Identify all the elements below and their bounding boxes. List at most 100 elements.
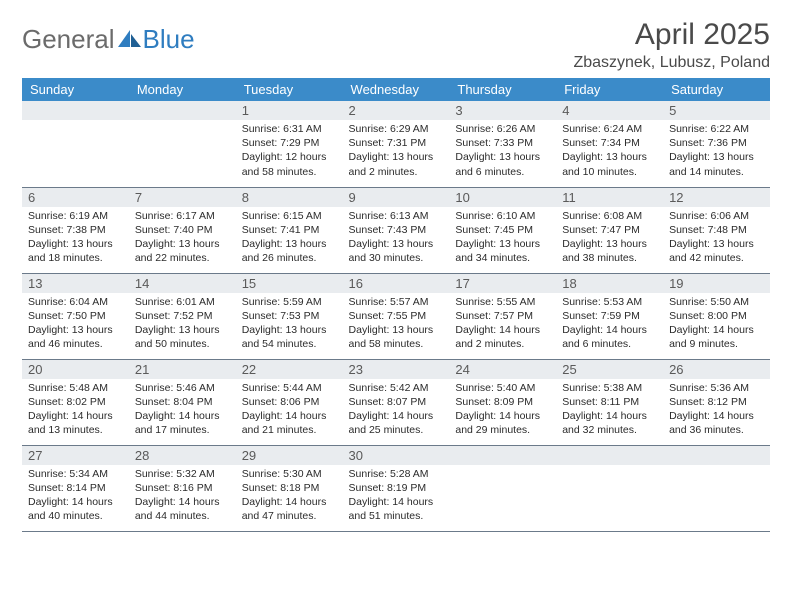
day-info-line: Sunset: 8:18 PM xyxy=(242,481,337,495)
day-info-line: Sunset: 7:43 PM xyxy=(349,223,444,237)
day-info: Sunrise: 5:34 AMSunset: 8:14 PMDaylight:… xyxy=(22,465,129,528)
day-info-line: Sunrise: 6:24 AM xyxy=(562,122,657,136)
calendar-cell: 23 Sunrise: 5:42 AMSunset: 8:07 PMDayligh… xyxy=(343,359,450,445)
day-number: 21 xyxy=(129,360,236,379)
calendar-cell: 30Sunrise: 5:28 AMSunset: 8:19 PMDayligh… xyxy=(343,445,450,531)
day-info: Sunrise: 5:30 AMSunset: 8:18 PMDaylight:… xyxy=(236,465,343,528)
day-info xyxy=(449,465,556,515)
day-number: 30 xyxy=(343,446,450,465)
day-info-line: Daylight: 14 hours xyxy=(135,409,230,423)
day-info-line: Daylight: 13 hours xyxy=(242,237,337,251)
calendar-page: General Blue April 2025 Zbaszynek, Lubus… xyxy=(0,0,792,532)
brand-part2: Blue xyxy=(143,24,195,55)
day-info: Sunrise: 5:53 AMSunset: 7:59 PMDaylight:… xyxy=(556,293,663,356)
day-info-line: Daylight: 13 hours xyxy=(135,237,230,251)
day-info-line: Sunrise: 6:13 AM xyxy=(349,209,444,223)
day-info xyxy=(663,465,770,515)
day-info-line: Sunrise: 6:31 AM xyxy=(242,122,337,136)
calendar-cell: 19Sunrise: 5:50 AMSunset: 8:00 PMDayligh… xyxy=(663,273,770,359)
day-info-line: and 9 minutes. xyxy=(669,337,764,351)
calendar-cell: 21Sunrise: 5:46 AMSunset: 8:04 PMDayligh… xyxy=(129,359,236,445)
day-info-line: Sunrise: 5:42 AM xyxy=(349,381,444,395)
day-number xyxy=(449,446,556,465)
day-info: Sunrise: 5:46 AMSunset: 8:04 PMDaylight:… xyxy=(129,379,236,442)
day-info-line: Sunset: 7:36 PM xyxy=(669,136,764,150)
day-info-line: Daylight: 14 hours xyxy=(455,409,550,423)
day-number: 27 xyxy=(22,446,129,465)
day-info-line: and 10 minutes. xyxy=(562,165,657,179)
day-info-line: Sunset: 7:52 PM xyxy=(135,309,230,323)
calendar-cell: 1Sunrise: 6:31 AMSunset: 7:29 PMDaylight… xyxy=(236,101,343,187)
header: General Blue April 2025 Zbaszynek, Lubus… xyxy=(22,18,770,72)
day-info xyxy=(556,465,663,515)
title-block: April 2025 Zbaszynek, Lubusz, Poland xyxy=(573,18,770,72)
day-info-line: Sunset: 8:00 PM xyxy=(669,309,764,323)
day-info-line: Sunset: 7:34 PM xyxy=(562,136,657,150)
day-info-line: Sunset: 7:45 PM xyxy=(455,223,550,237)
day-info-line: and 46 minutes. xyxy=(28,337,123,351)
day-info-line: and 17 minutes. xyxy=(135,423,230,437)
day-number xyxy=(663,446,770,465)
day-info xyxy=(129,120,236,170)
day-info-line: Sunset: 8:07 PM xyxy=(349,395,444,409)
calendar-cell: 20Sunrise: 5:48 AMSunset: 8:02 PMDayligh… xyxy=(22,359,129,445)
day-info-line: Sunrise: 5:59 AM xyxy=(242,295,337,309)
day-info-line: Sunrise: 5:46 AM xyxy=(135,381,230,395)
day-info-line: Daylight: 14 hours xyxy=(349,409,444,423)
day-info-line: Sunrise: 6:15 AM xyxy=(242,209,337,223)
day-info: Sunrise: 6:08 AMSunset: 7:47 PMDaylight:… xyxy=(556,207,663,270)
day-info: Sunrise: 6:31 AMSunset: 7:29 PMDaylight:… xyxy=(236,120,343,183)
day-info-line: Sunset: 7:33 PM xyxy=(455,136,550,150)
day-info xyxy=(22,120,129,170)
day-info-line: and 54 minutes. xyxy=(242,337,337,351)
day-info-line: Sunrise: 5:34 AM xyxy=(28,467,123,481)
day-number: 15 xyxy=(236,274,343,293)
day-info-line: Sunrise: 5:57 AM xyxy=(349,295,444,309)
day-number: 9 xyxy=(343,188,450,207)
day-number: 23 xyxy=(343,360,450,379)
day-info-line: Sunrise: 5:38 AM xyxy=(562,381,657,395)
day-info-line: Daylight: 14 hours xyxy=(349,495,444,509)
day-info-line: Daylight: 13 hours xyxy=(669,150,764,164)
day-info-line: Sunrise: 6:08 AM xyxy=(562,209,657,223)
calendar-table: Sunday Monday Tuesday Wednesday Thursday… xyxy=(22,78,770,532)
day-number: 11 xyxy=(556,188,663,207)
day-info-line: Daylight: 14 hours xyxy=(28,495,123,509)
day-number: 6 xyxy=(22,188,129,207)
day-info-line: Sunrise: 6:19 AM xyxy=(28,209,123,223)
day-info: Sunrise: 6:15 AMSunset: 7:41 PMDaylight:… xyxy=(236,207,343,270)
day-info-line: Sunrise: 6:06 AM xyxy=(669,209,764,223)
day-info-line: Sunrise: 6:10 AM xyxy=(455,209,550,223)
calendar-cell: 11Sunrise: 6:08 AMSunset: 7:47 PMDayligh… xyxy=(556,187,663,273)
day-info-line: Sunset: 7:53 PM xyxy=(242,309,337,323)
calendar-cell: 5Sunrise: 6:22 AMSunset: 7:36 PMDaylight… xyxy=(663,101,770,187)
day-info-line: Sunset: 8:11 PM xyxy=(562,395,657,409)
calendar-cell: 9Sunrise: 6:13 AMSunset: 7:43 PMDaylight… xyxy=(343,187,450,273)
logo-sail-icon xyxy=(117,24,143,55)
day-info-line: Daylight: 14 hours xyxy=(135,495,230,509)
day-info-line: Sunrise: 5:53 AM xyxy=(562,295,657,309)
day-info-line: Daylight: 14 hours xyxy=(669,409,764,423)
day-info: Sunrise: 5:55 AMSunset: 7:57 PMDaylight:… xyxy=(449,293,556,356)
calendar-cell: 28Sunrise: 5:32 AMSunset: 8:16 PMDayligh… xyxy=(129,445,236,531)
day-number: 18 xyxy=(556,274,663,293)
calendar-cell-empty xyxy=(663,445,770,531)
day-info-line: Daylight: 13 hours xyxy=(562,150,657,164)
day-info-line: Sunrise: 5:40 AM xyxy=(455,381,550,395)
day-info-line: Daylight: 12 hours xyxy=(242,150,337,164)
day-info-line: and 2 minutes. xyxy=(349,165,444,179)
day-info-line: Sunset: 7:55 PM xyxy=(349,309,444,323)
day-number: 16 xyxy=(343,274,450,293)
day-info-line: Daylight: 13 hours xyxy=(455,237,550,251)
brand-logo: General Blue xyxy=(22,18,195,55)
day-info-line: Daylight: 14 hours xyxy=(455,323,550,337)
day-info-line: Sunrise: 6:04 AM xyxy=(28,295,123,309)
calendar-cell: 22Sunrise: 5:44 AMSunset: 8:06 PMDayligh… xyxy=(236,359,343,445)
calendar-cell: 4Sunrise: 6:24 AMSunset: 7:34 PMDaylight… xyxy=(556,101,663,187)
calendar-cell: 18Sunrise: 5:53 AMSunset: 7:59 PMDayligh… xyxy=(556,273,663,359)
day-number: 1 xyxy=(236,101,343,120)
weekday-header: Wednesday xyxy=(343,78,450,101)
day-info-line: and 6 minutes. xyxy=(562,337,657,351)
weekday-header: Sunday xyxy=(22,78,129,101)
day-info-line: Sunrise: 6:17 AM xyxy=(135,209,230,223)
